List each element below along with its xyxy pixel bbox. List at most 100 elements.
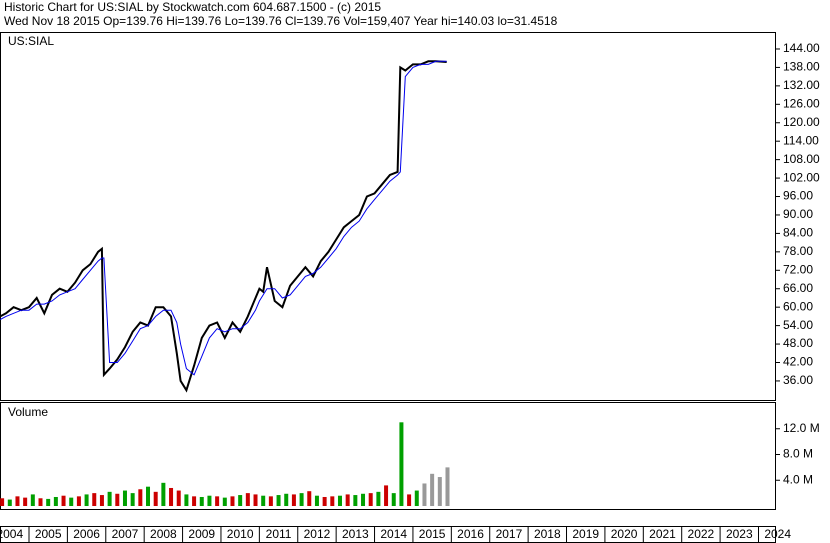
volume-bar (307, 491, 312, 506)
volume-bar (99, 495, 104, 506)
y-tick-label: 102.00 (783, 170, 820, 184)
volume-bar (314, 495, 319, 506)
volume-bar (353, 495, 358, 506)
volume-bar (437, 477, 442, 506)
x-tick-label: 2014 (380, 527, 407, 541)
x-tick-label: 2022 (688, 527, 715, 541)
volume-bar (7, 499, 12, 506)
volume-bar (276, 495, 281, 506)
price-panel (0, 32, 776, 401)
volume-bar (153, 491, 158, 506)
volume-bar (84, 494, 89, 506)
y-tick-label: 66.00 (783, 281, 813, 295)
y-tick-label: 138.00 (783, 60, 820, 74)
x-tick-label: 2021 (649, 527, 676, 541)
x-tick-label: 2005 (35, 527, 62, 541)
x-tick-label: 2012 (304, 527, 331, 541)
y-tick-label: 78.00 (783, 244, 813, 258)
y-tick-label: 12.0 M (783, 421, 820, 435)
volume-bar (407, 494, 412, 506)
x-tick-label: 2008 (150, 527, 177, 541)
volume-bar (430, 473, 435, 506)
volume-bar (345, 494, 350, 506)
volume-label: Volume (8, 405, 48, 419)
volume-bar (184, 494, 189, 506)
volume-bar (261, 495, 266, 506)
x-tick-label: 2011 (266, 527, 292, 541)
volume-bar (76, 496, 81, 506)
volume-bar (61, 495, 66, 506)
x-tick-label: 2018 (534, 527, 561, 541)
x-tick-label: 2016 (457, 527, 484, 541)
x-tick-label: 2010 (227, 527, 254, 541)
volume-bar (376, 491, 381, 506)
volume-bar (69, 497, 74, 506)
x-tick-label: 2015 (419, 527, 446, 541)
volume-bar (30, 494, 35, 506)
volume-bar (138, 489, 143, 506)
y-tick-label: 120.00 (783, 115, 820, 129)
volume-bar (399, 422, 404, 506)
price-line (0, 60, 447, 376)
volume-bar (23, 497, 28, 506)
x-tick-label: 2006 (73, 527, 100, 541)
volume-bar (422, 483, 427, 506)
y-tick-label: 48.00 (783, 336, 813, 350)
volume-bar (337, 495, 342, 506)
volume-bar (299, 493, 304, 506)
x-tick-label: 2020 (611, 527, 638, 541)
volume-bar (222, 497, 227, 506)
volume-bar (115, 493, 120, 506)
y-tick-label: 114.00 (783, 133, 819, 147)
volume-bar (330, 496, 335, 506)
volume-panel (0, 402, 776, 510)
y-tick-label: 8.0 M (783, 447, 813, 461)
x-tick-label: 2004 (0, 527, 23, 541)
volume-bar (53, 496, 58, 506)
y-tick-label: 108.00 (783, 152, 820, 166)
volume-bar (391, 493, 396, 506)
volume-bar (122, 490, 127, 506)
header-subtitle: Wed Nov 18 2015 Op=139.76 Hi=139.76 Lo=1… (4, 14, 558, 28)
volume-bar (284, 493, 289, 506)
volume-bar (0, 498, 5, 506)
volume-bar (107, 491, 112, 506)
volume-bar (38, 498, 43, 506)
volume-bar (146, 486, 151, 506)
y-tick-label: 4.0 M (783, 472, 813, 486)
x-tick-label: 2019 (572, 527, 599, 541)
volume-bar (368, 493, 373, 506)
volume-bar (322, 496, 327, 506)
x-tick-label: 2024 (764, 527, 791, 541)
y-tick-label: 84.00 (783, 226, 813, 240)
volume-bar (92, 493, 97, 506)
volume-bar (384, 485, 389, 506)
y-tick-label: 126.00 (783, 96, 820, 110)
volume-bar (169, 487, 174, 506)
volume-bar (199, 496, 204, 506)
volume-bar (215, 496, 220, 506)
volume-bar (176, 490, 181, 506)
y-tick-label: 60.00 (783, 299, 813, 313)
volume-bar (414, 490, 419, 506)
y-tick-label: 42.00 (783, 355, 813, 369)
volume-bar (46, 498, 51, 506)
y-tick-label: 132.00 (783, 78, 820, 92)
x-tick-label: 2023 (726, 527, 753, 541)
volume-bar (445, 467, 450, 506)
volume-bar (15, 496, 20, 506)
volume-bar (268, 496, 273, 506)
x-tick-label: 2007 (112, 527, 139, 541)
volume-bar (253, 494, 258, 506)
x-tick-label: 2017 (496, 527, 523, 541)
volume-bar (130, 493, 135, 506)
volume-bar (361, 493, 366, 506)
y-tick-label: 36.00 (783, 373, 813, 387)
y-tick-label: 90.00 (783, 207, 813, 221)
volume-bar (245, 493, 250, 506)
y-tick-label: 96.00 (783, 189, 813, 203)
volume-bar (230, 496, 235, 506)
volume-bar (291, 494, 296, 506)
